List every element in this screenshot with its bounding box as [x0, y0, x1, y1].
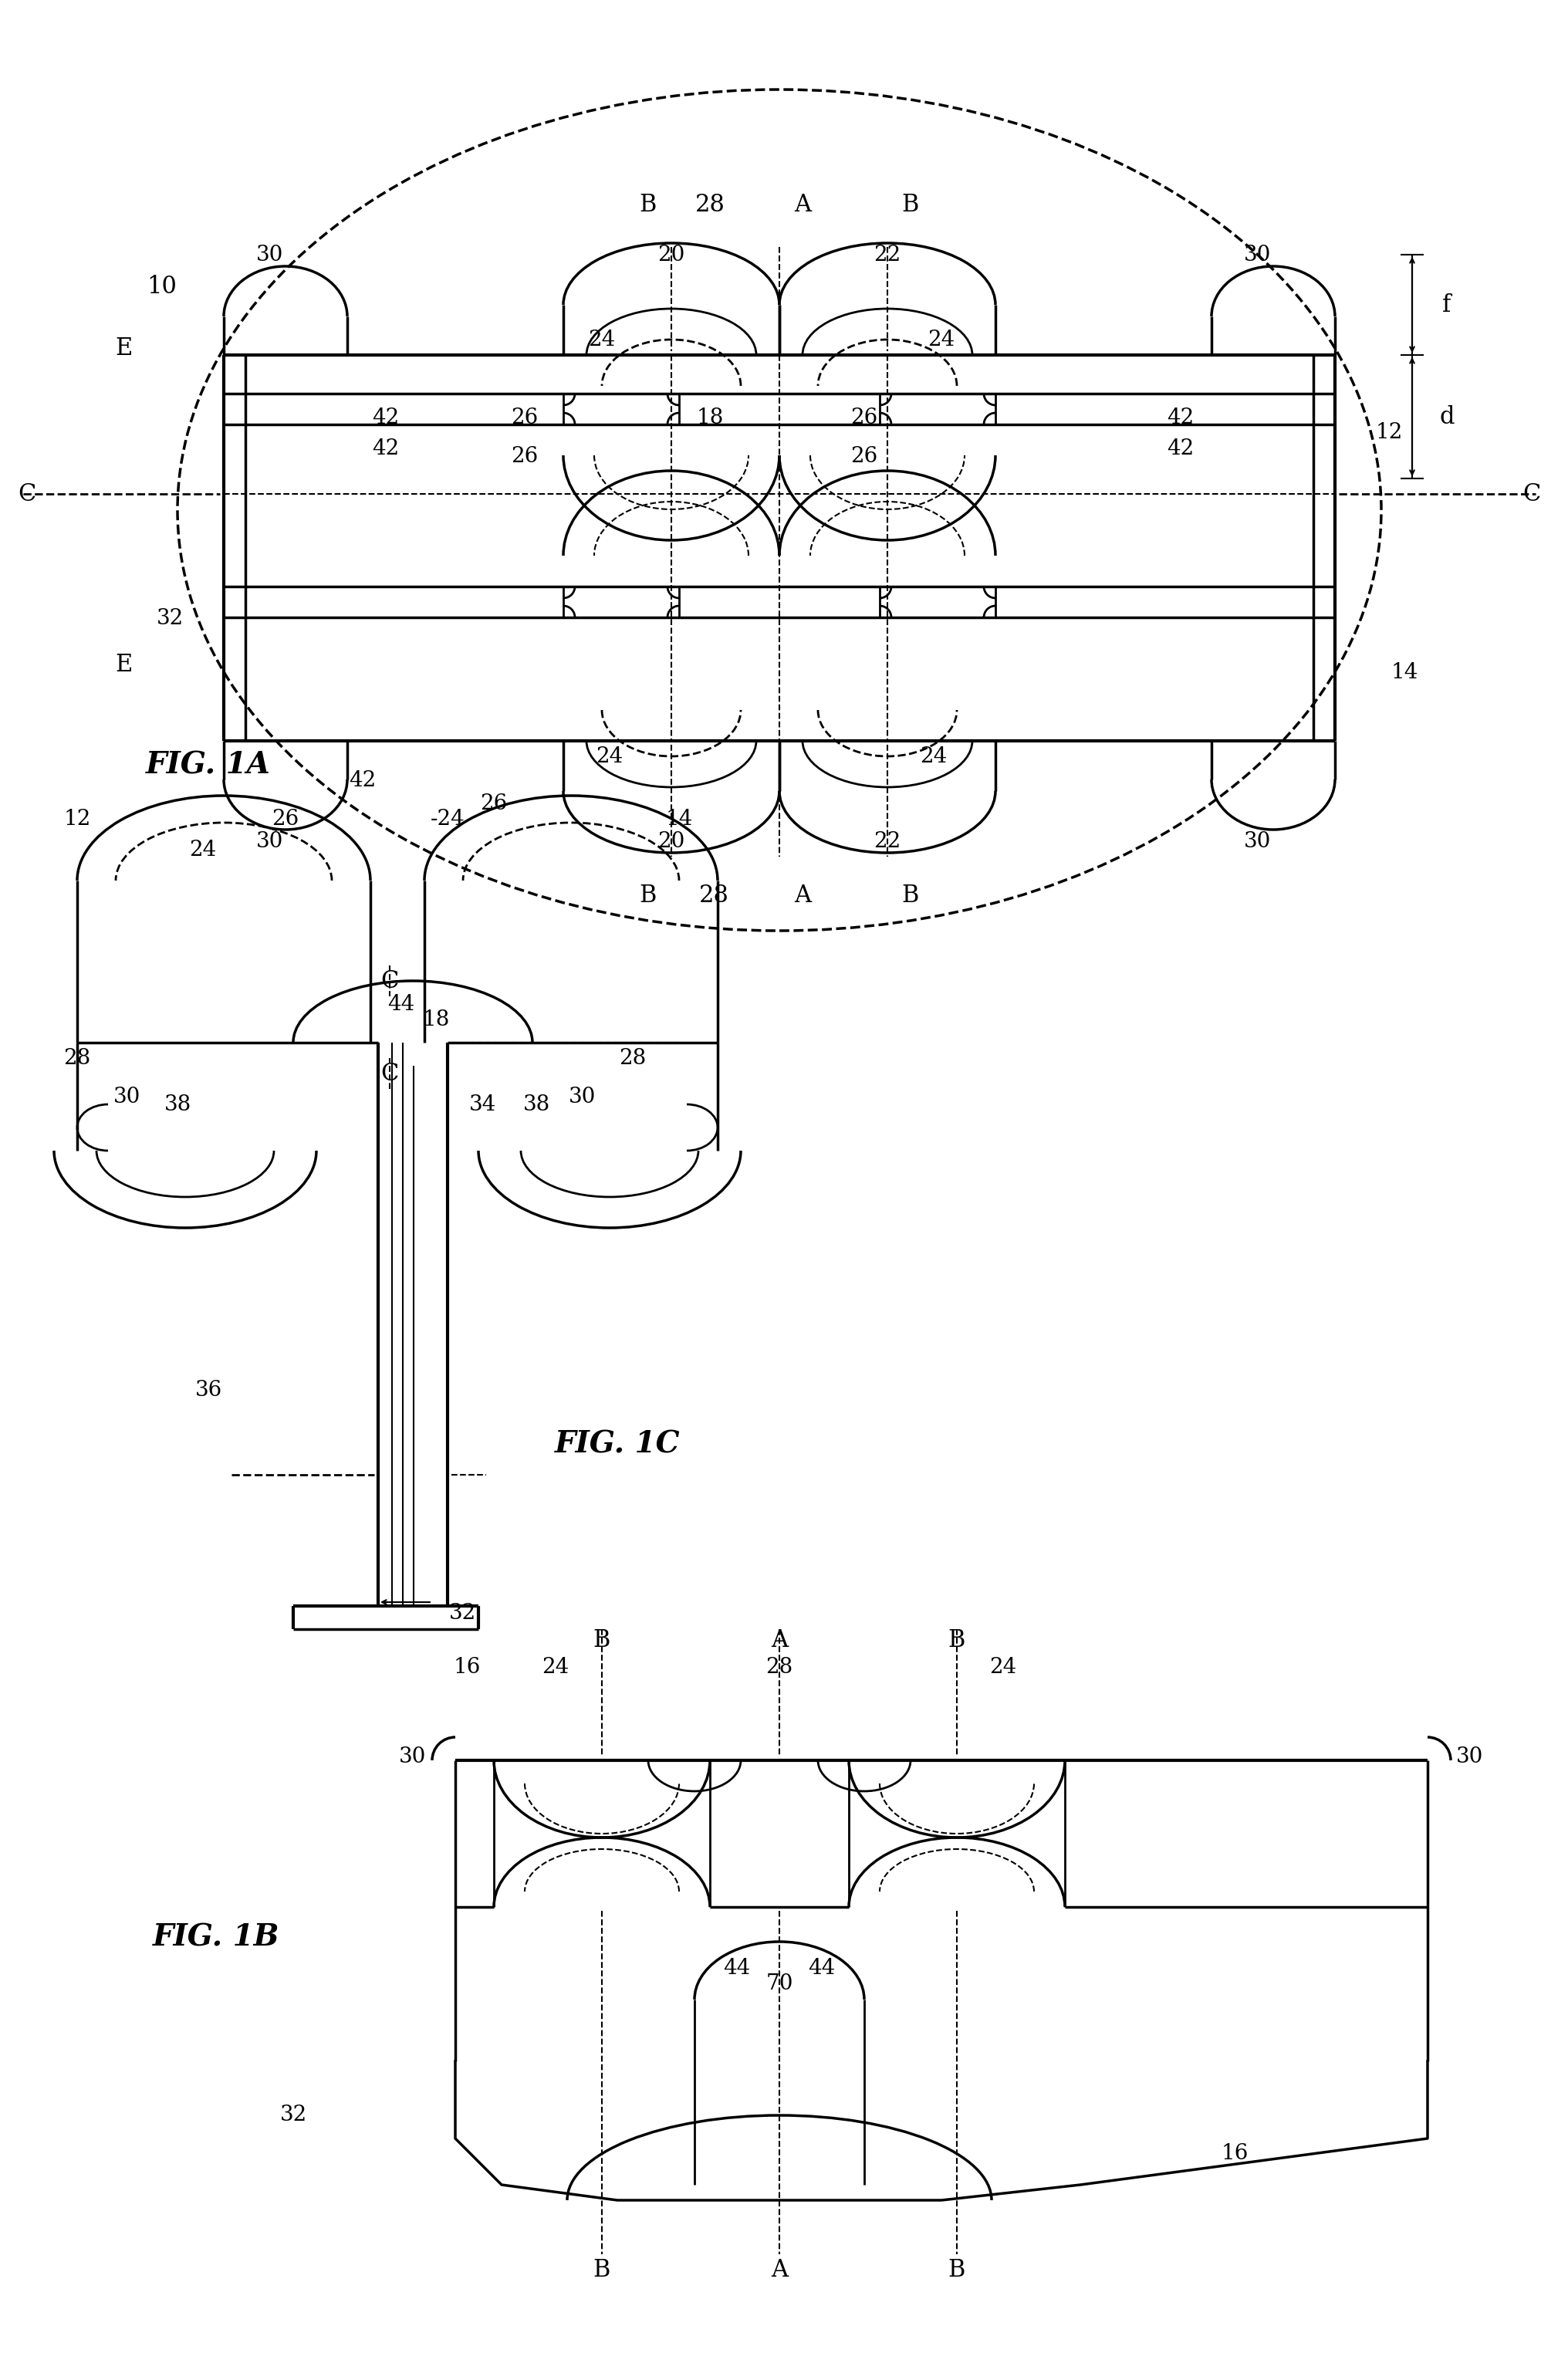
Text: 26: 26 [480, 794, 506, 813]
Text: 26: 26 [511, 446, 538, 467]
Text: B: B [640, 884, 657, 908]
Text: 44: 44 [723, 1958, 750, 1979]
Text: 32: 32 [157, 607, 183, 628]
Text: FIG. 1A: FIG. 1A [146, 751, 271, 780]
Text: C: C [381, 969, 398, 993]
Text: 30: 30 [398, 1747, 426, 1768]
Text: d: d [1438, 405, 1454, 429]
Text: 42: 42 [1167, 408, 1193, 429]
Text: 24: 24 [989, 1657, 1016, 1678]
Text: 44: 44 [387, 993, 414, 1014]
Text: 18: 18 [422, 1010, 450, 1031]
Text: E: E [114, 337, 132, 360]
Text: 14: 14 [665, 808, 693, 829]
Text: 28: 28 [765, 1657, 792, 1678]
Text: -24: -24 [430, 808, 464, 829]
Text: 26: 26 [850, 446, 878, 467]
Text: 44: 44 [808, 1958, 836, 1979]
Text: 22: 22 [873, 832, 900, 851]
Text: A: A [770, 2259, 787, 2282]
Text: 30: 30 [569, 1085, 596, 1107]
Text: 28: 28 [698, 884, 729, 908]
Text: 20: 20 [657, 832, 685, 851]
Text: 28: 28 [619, 1048, 646, 1069]
Text: 30: 30 [256, 244, 284, 265]
Text: C: C [381, 1062, 398, 1085]
Text: 42: 42 [350, 770, 376, 792]
Text: 32: 32 [448, 1602, 477, 1623]
Text: E: E [114, 652, 132, 675]
Text: 28: 28 [64, 1048, 91, 1069]
Text: 20: 20 [657, 244, 685, 265]
Text: 16: 16 [1220, 2142, 1248, 2164]
Text: FIG. 1C: FIG. 1C [555, 1429, 681, 1458]
Text: B: B [902, 884, 919, 908]
Text: 38: 38 [522, 1095, 550, 1114]
Text: 32: 32 [279, 2105, 307, 2126]
Text: 30: 30 [113, 1085, 141, 1107]
Text: 16: 16 [453, 1657, 480, 1678]
Text: 26: 26 [850, 408, 878, 429]
Text: 10: 10 [147, 275, 177, 299]
Text: 24: 24 [927, 329, 955, 351]
Text: C: C [1523, 481, 1540, 505]
Text: 38: 38 [163, 1095, 191, 1114]
Text: 30: 30 [256, 832, 284, 851]
Text: B: B [947, 1628, 964, 1652]
Text: 18: 18 [696, 408, 723, 429]
Text: 24: 24 [920, 747, 947, 768]
Text: 24: 24 [596, 747, 622, 768]
Text: 30: 30 [1455, 1747, 1483, 1768]
Text: 42: 42 [372, 408, 400, 429]
Text: 34: 34 [469, 1095, 495, 1114]
Text: 12: 12 [1375, 422, 1402, 443]
Text: 30: 30 [1243, 832, 1270, 851]
Text: 30: 30 [1243, 244, 1270, 265]
Text: A: A [793, 884, 811, 908]
Text: 36: 36 [194, 1379, 221, 1401]
Text: 42: 42 [372, 438, 400, 460]
Text: B: B [902, 192, 919, 216]
Text: 24: 24 [188, 839, 216, 860]
Text: C: C [17, 481, 36, 505]
Text: 26: 26 [511, 408, 538, 429]
Text: 24: 24 [541, 1657, 569, 1678]
Text: B: B [593, 1628, 610, 1652]
Text: B: B [947, 2259, 964, 2282]
Text: f: f [1443, 294, 1450, 318]
Text: B: B [640, 192, 657, 216]
Text: B: B [593, 2259, 610, 2282]
Text: 28: 28 [695, 192, 724, 216]
Text: A: A [770, 1628, 787, 1652]
Text: 14: 14 [1391, 661, 1417, 683]
Text: 42: 42 [1167, 438, 1193, 460]
Text: FIG. 1B: FIG. 1B [152, 1922, 279, 1953]
Text: 24: 24 [588, 329, 615, 351]
Text: 70: 70 [765, 1974, 793, 1996]
Text: 12: 12 [63, 808, 91, 829]
Text: 22: 22 [873, 244, 900, 265]
Text: A: A [793, 192, 811, 216]
Text: 26: 26 [271, 808, 299, 829]
